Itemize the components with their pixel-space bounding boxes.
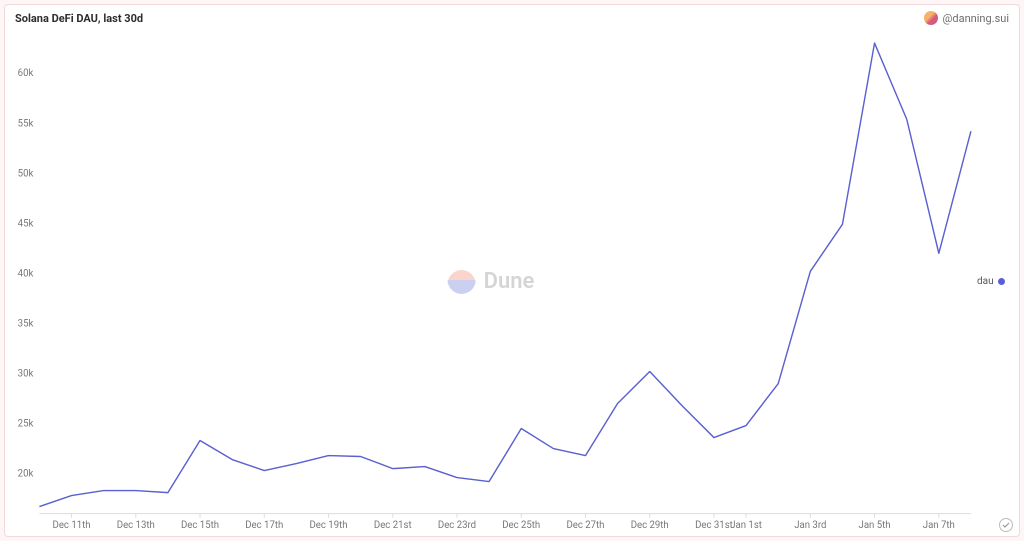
- svg-text:55k: 55k: [18, 118, 34, 129]
- svg-text:Dec 17th: Dec 17th: [245, 520, 283, 531]
- card-header: Solana DeFi DAU, last 30d @danning.sui: [5, 5, 1019, 27]
- author-handle: @danning.sui: [943, 12, 1009, 25]
- svg-text:45k: 45k: [18, 218, 34, 229]
- svg-text:Dec 11th: Dec 11th: [53, 520, 91, 531]
- svg-text:Jan 7th: Jan 7th: [923, 520, 955, 531]
- line-chart-svg: 20k 25k 30k 35k 40k 45k 50k 55k 60k Dec 11th Dec 1…: [5, 27, 977, 536]
- svg-text:Dec 21st: Dec 21st: [374, 520, 412, 531]
- svg-text:Dec 27th: Dec 27th: [566, 520, 604, 531]
- legend-label: dau: [977, 276, 994, 287]
- svg-text:Dec 13th: Dec 13th: [117, 520, 155, 531]
- svg-text:50k: 50k: [18, 168, 34, 179]
- svg-text:Dec 19th: Dec 19th: [310, 520, 348, 531]
- refresh-icon[interactable]: [999, 518, 1013, 532]
- svg-text:Dec 31st: Dec 31st: [695, 520, 733, 531]
- svg-text:Jan 1st: Jan 1st: [730, 520, 762, 531]
- chart-legend: dau: [977, 27, 1019, 536]
- chart-card: Solana DeFi DAU, last 30d @danning.sui D…: [4, 4, 1020, 537]
- svg-text:40k: 40k: [18, 268, 34, 279]
- avatar: [924, 11, 938, 25]
- legend-marker-icon: [998, 278, 1005, 285]
- svg-text:Jan 5th: Jan 5th: [859, 520, 891, 531]
- plot-container: Dune 20k25k30k35k40k45k50k55k60kDec 11th…: [5, 27, 977, 536]
- svg-text:25k: 25k: [18, 419, 34, 430]
- svg-text:20k: 20k: [18, 469, 34, 480]
- svg-text:Jan 3rd: Jan 3rd: [794, 520, 826, 531]
- svg-text:60k: 60k: [18, 68, 34, 79]
- svg-text:Dec 29th: Dec 29th: [631, 520, 669, 531]
- chart-area: Dune 20k25k30k35k40k45k50k55k60kDec 11th…: [5, 27, 1019, 536]
- svg-text:30k: 30k: [18, 368, 34, 379]
- chart-title: Solana DeFi DAU, last 30d: [15, 12, 143, 25]
- svg-text:Dec 15th: Dec 15th: [181, 520, 219, 531]
- svg-text:Dec 25th: Dec 25th: [502, 520, 540, 531]
- svg-text:Dec 23rd: Dec 23rd: [438, 520, 476, 531]
- svg-text:35k: 35k: [18, 318, 34, 329]
- author-link[interactable]: @danning.sui: [924, 11, 1009, 25]
